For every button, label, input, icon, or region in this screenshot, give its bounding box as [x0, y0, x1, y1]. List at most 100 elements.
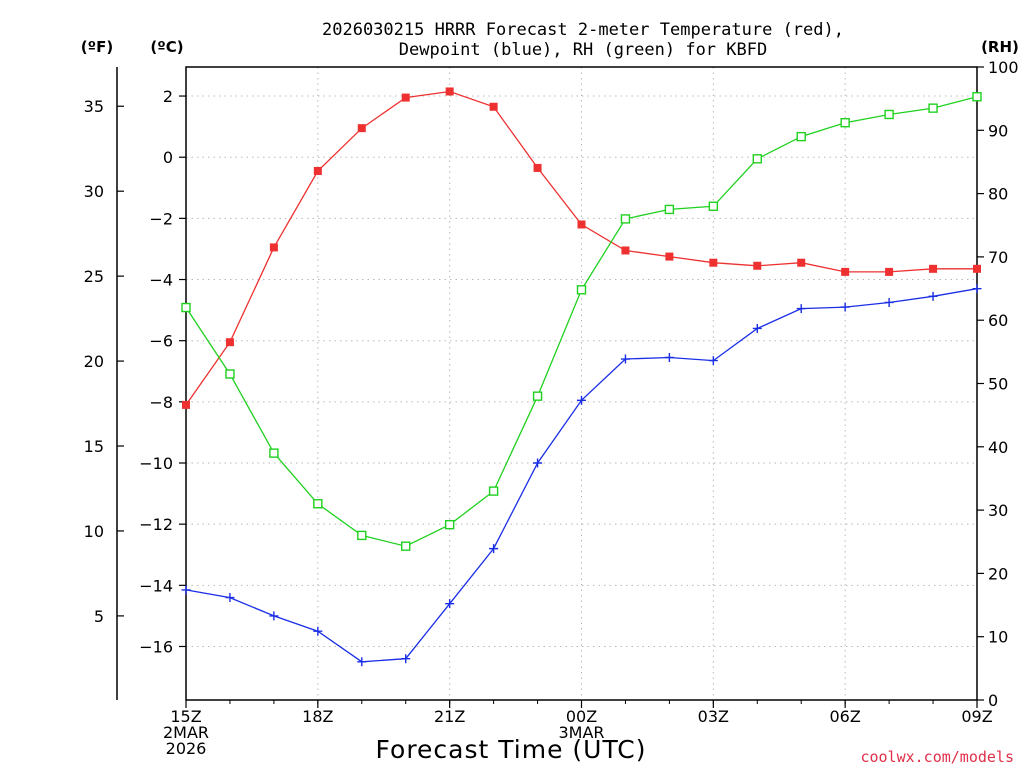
temperature-data-point: [357, 124, 366, 133]
dewpoint-data-point: [752, 323, 762, 333]
dewpoint-data-point: [928, 291, 938, 301]
dewpoint-data-point: [972, 284, 982, 294]
rh-tick-label: 10: [988, 628, 1008, 647]
rh-data-point: [357, 530, 367, 541]
rh-tick-label: 50: [988, 375, 1008, 394]
dewpoint-data-point: [840, 302, 850, 312]
celsius-tick-label: −2: [149, 209, 173, 228]
temperature-data-point: [841, 267, 850, 276]
rh-data-point: [708, 201, 719, 211]
dewpoint-data-point: [313, 626, 323, 636]
dewpoint-data-point: [577, 395, 586, 405]
rh-tick-label: 100: [988, 58, 1019, 77]
rh-tick-label: 30: [988, 501, 1008, 520]
fahrenheit-tick-label: 30: [84, 182, 104, 201]
celsius-tick-label: −10: [139, 454, 173, 473]
celsius-tick-label: −4: [149, 271, 173, 290]
rh-data-point: [269, 448, 279, 458]
series: [181, 87, 982, 667]
x-axis-label: Forecast Time (UTC): [376, 735, 647, 764]
grid-lines: [186, 67, 977, 700]
temperature-data-point: [182, 400, 190, 409]
rh-data-point: [620, 214, 631, 224]
x-tick-label: 21Z: [434, 707, 465, 726]
x-tick-label: 2026: [166, 739, 207, 758]
rh-data-point: [401, 541, 411, 551]
fahrenheit-tick-label: 5: [94, 607, 104, 626]
rh-data-point: [225, 369, 235, 379]
x-tick-label: 2MAR: [163, 723, 209, 742]
temperature-data-point: [973, 264, 981, 273]
fahrenheit-tick-label: 25: [84, 267, 104, 286]
dewpoint-data-point: [664, 353, 674, 363]
celsius-tick-label: 0: [163, 148, 173, 167]
temperature-data-point: [797, 258, 806, 267]
celsius-unit-label: (ºC): [150, 38, 183, 56]
rh-data-point: [840, 118, 850, 128]
chart-title-line-1: 2026030215 HRRR Forecast 2-meter Tempera…: [322, 20, 844, 40]
rh-data-point: [576, 285, 587, 295]
dewpoint-data-point: [533, 458, 543, 468]
celsius-tick-label: −6: [149, 332, 173, 351]
fahrenheit-unit-label: (ºF): [81, 38, 113, 56]
celsius-tick-label: −12: [139, 515, 173, 534]
dewpoint-data-point: [181, 585, 191, 595]
rh-data-point: [313, 499, 323, 509]
rh-data-point: [181, 302, 191, 313]
temperature-data-point: [445, 87, 454, 96]
temperature-data-point: [929, 264, 938, 273]
x-tick-label: 09Z: [961, 707, 992, 726]
temperature-data-point: [313, 166, 322, 175]
x-tick-label: 18Z: [302, 707, 333, 726]
rh-data-point: [752, 154, 762, 164]
temperature-data-point: [225, 338, 234, 347]
x-tick-label: 3MAR: [558, 723, 604, 742]
rh-data-point: [972, 92, 982, 102]
rh-unit-label: (RH): [981, 38, 1019, 56]
fahrenheit-tick-label: 35: [84, 97, 104, 116]
rh-data-point: [928, 103, 938, 113]
dewpoint-data-point: [708, 356, 718, 366]
dewpoint-data-point: [269, 611, 279, 621]
rh-data-point: [884, 109, 894, 120]
dewpoint-data-point: [357, 657, 367, 667]
celsius-tick-label: −8: [149, 393, 173, 412]
temperature-data-point: [753, 261, 762, 270]
rh-tick-label: 40: [988, 438, 1008, 457]
dewpoint-data-point: [796, 304, 806, 314]
rh-tick-label: 60: [988, 311, 1008, 330]
dewpoint-data-point: [489, 544, 499, 554]
temperature-data-point: [885, 267, 894, 276]
x-tick-label: 03Z: [698, 707, 729, 726]
rh-tick-label: 70: [988, 248, 1008, 267]
rh-data-point: [532, 391, 543, 401]
rh-data-point: [488, 486, 499, 496]
dewpoint-data-point: [401, 654, 411, 664]
temperature-data-point: [577, 220, 586, 229]
rh-data-point: [444, 519, 455, 530]
temperature-data-point: [665, 252, 674, 261]
temperature-data-point: [533, 163, 542, 172]
dewpoint-data-point: [445, 599, 455, 609]
dewpoint-data-point: [620, 354, 630, 364]
dewpoint-data-point: [884, 297, 894, 307]
fahrenheit-tick-label: 20: [84, 352, 104, 371]
temperature-data-point: [401, 93, 410, 102]
x-tick-label: 15Z: [170, 707, 201, 726]
celsius-tick-label: −14: [139, 576, 173, 595]
rh-tick-label: 0: [988, 691, 998, 710]
rh-tick-label: 20: [988, 564, 1008, 583]
fahrenheit-tick-label: 10: [84, 522, 104, 541]
temperature-data-point: [489, 102, 498, 111]
rh-data-point: [796, 131, 806, 142]
rh-tick-label: 80: [988, 185, 1008, 204]
chart-title-line-2: Dewpoint (blue), RH (green) for KBFD: [399, 40, 767, 60]
celsius-tick-label: 2: [163, 87, 173, 106]
fahrenheit-tick-label: 15: [84, 437, 104, 456]
credit-text: coolwx.com/models: [860, 748, 1014, 766]
celsius-tick-label: −16: [139, 637, 173, 656]
rh-tick-label: 90: [988, 121, 1008, 140]
temperature-data-point: [709, 258, 718, 267]
